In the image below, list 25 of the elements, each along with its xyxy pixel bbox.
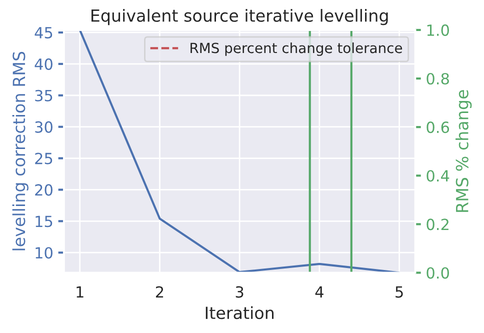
y2-axis-title: RMS % change [456,90,472,212]
y-tick-label: 20 [35,184,52,196]
y-tick-label: 15 [36,216,52,228]
line-series [78,30,400,273]
y-tick-label: 25 [35,152,52,164]
y-tick-label: 45 [34,27,52,39]
y2-tick-label: 1.0 [427,24,449,36]
y2-tick-label: 0.4 [426,170,450,182]
x-tick-label: 3 [236,286,244,298]
x-tick-label: 4 [315,286,324,298]
y-axis-title: levelling correction RMS [12,52,28,250]
x-tick-label: 2 [156,286,164,298]
y2-tick-label: 0.0 [426,267,449,279]
y-tick-label: 30 [35,121,52,133]
legend-label: RMS percent change tolerance [190,42,402,56]
x-axis-title: Iteration [206,306,274,320]
y2-tick-label: 0.8 [426,72,449,85]
y2-tick-label: 0.6 [426,122,450,134]
y-tick-label: 35 [35,90,52,102]
x-tick-label: 1 [76,286,84,298]
chart-title: Equivalent source iterative levelling [92,8,388,26]
y2-tick-label: 0.2 [426,218,448,230]
x-tick-label: 5 [396,286,403,298]
y-tick-label: 40 [34,58,52,70]
y-tick-label: 10 [36,247,52,259]
